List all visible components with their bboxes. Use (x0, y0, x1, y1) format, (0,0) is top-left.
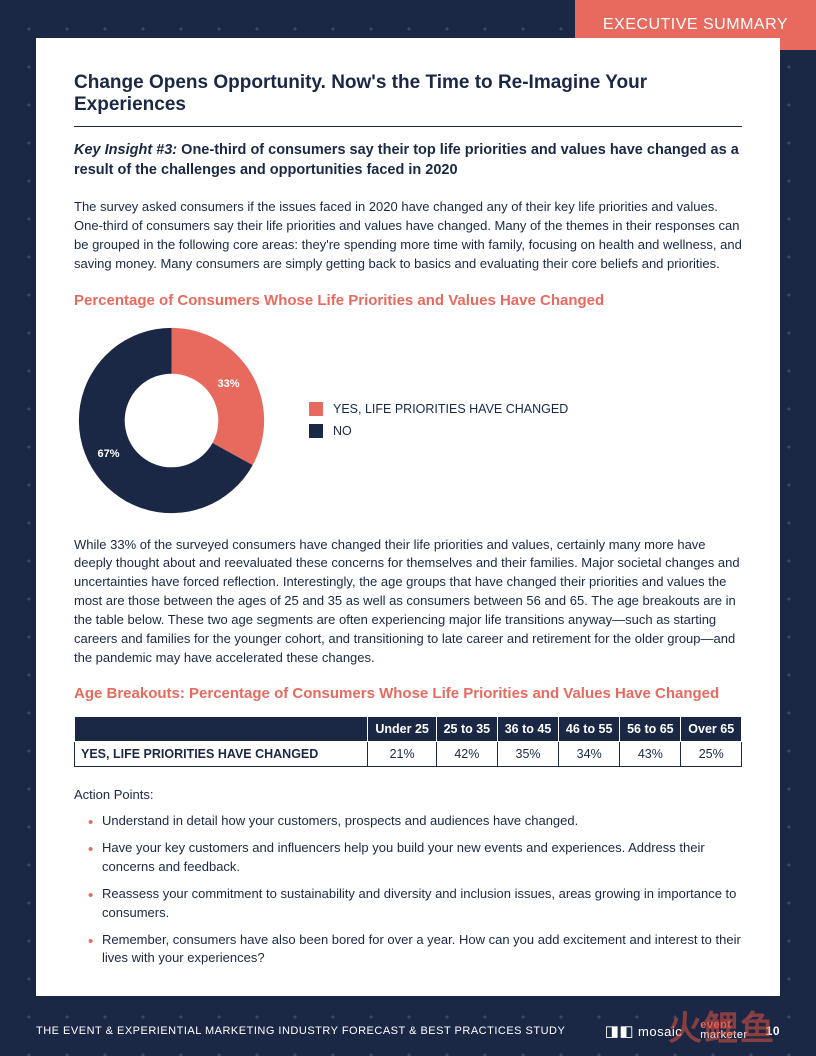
table-cell: 42% (436, 742, 497, 767)
table-header-cell: 25 to 35 (436, 717, 497, 742)
donut-chart-row: 33% 67% YES, LIFE PRIORITIES HAVE CHANGED… (74, 323, 742, 518)
key-insight: Key Insight #3: One-third of consumers s… (74, 141, 742, 180)
action-points-label: Action Points: (74, 787, 742, 802)
table-cell: 34% (559, 742, 620, 767)
page-content: Change Opens Opportunity. Now's the Time… (36, 38, 780, 996)
paragraph-1: The survey asked consumers if the issues… (74, 198, 742, 273)
page-number: 10 (766, 1024, 780, 1038)
legend-label: NO (333, 424, 352, 438)
action-points-list: Understand in detail how your customers,… (74, 812, 742, 968)
legend-swatch (309, 424, 323, 438)
table-header-cell: Under 25 (368, 717, 436, 742)
table-cell: 25% (681, 742, 742, 767)
footer-right: ◨◧ mosaic event marketer 10 (605, 1021, 780, 1041)
insight-label: Key Insight #3: (74, 142, 177, 158)
donut-slice-label: 67% (97, 448, 119, 460)
table-header-row: Under 2525 to 3536 to 4546 to 5556 to 65… (75, 717, 742, 742)
mosaic-icon: ◨◧ (605, 1022, 634, 1040)
table-header-cell: 36 to 45 (497, 717, 558, 742)
table-header-cell (75, 717, 368, 742)
mosaic-label: mosaic (638, 1024, 682, 1039)
donut-chart: 33% 67% (74, 323, 269, 518)
chart-legend: YES, LIFE PRIORITIES HAVE CHANGED NO (309, 394, 568, 446)
table-header-cell: 56 to 65 (620, 717, 681, 742)
action-point-item: Remember, consumers have also been bored… (102, 931, 742, 969)
legend-swatch (309, 402, 323, 416)
table-heading: Age Breakouts: Percentage of Consumers W… (74, 685, 742, 702)
donut-svg (74, 323, 269, 518)
table-row-label: YES, LIFE PRIORITIES HAVE CHANGED (75, 742, 368, 767)
table-header-cell: Over 65 (681, 717, 742, 742)
chart-heading: Percentage of Consumers Whose Life Prior… (74, 292, 742, 309)
table-header-cell: 46 to 55 (559, 717, 620, 742)
event-marketer-logo: event marketer (700, 1021, 747, 1041)
page-title: Change Opens Opportunity. Now's the Time… (74, 72, 742, 127)
event-label-bottom: marketer (700, 1031, 747, 1041)
table-cell: 21% (368, 742, 436, 767)
table-data-row: YES, LIFE PRIORITIES HAVE CHANGED21%42%3… (75, 742, 742, 767)
age-breakout-table: Under 2525 to 3536 to 4546 to 5556 to 65… (74, 716, 742, 767)
donut-slice (172, 327, 265, 464)
donut-slice-label: 33% (218, 378, 240, 390)
page-footer: THE EVENT & EXPERIENTIAL MARKETING INDUS… (0, 1006, 816, 1056)
action-point-item: Understand in detail how your customers,… (102, 812, 742, 831)
legend-item: NO (309, 424, 568, 438)
paragraph-2: While 33% of the surveyed consumers have… (74, 536, 742, 668)
table-cell: 35% (497, 742, 558, 767)
legend-label: YES, LIFE PRIORITIES HAVE CHANGED (333, 402, 568, 416)
action-point-item: Reassess your commitment to sustainabili… (102, 885, 742, 923)
footer-study-title: THE EVENT & EXPERIENTIAL MARKETING INDUS… (36, 1025, 565, 1037)
legend-item: YES, LIFE PRIORITIES HAVE CHANGED (309, 402, 568, 416)
table-cell: 43% (620, 742, 681, 767)
mosaic-logo: ◨◧ mosaic (605, 1022, 683, 1040)
action-point-item: Have your key customers and influencers … (102, 839, 742, 877)
